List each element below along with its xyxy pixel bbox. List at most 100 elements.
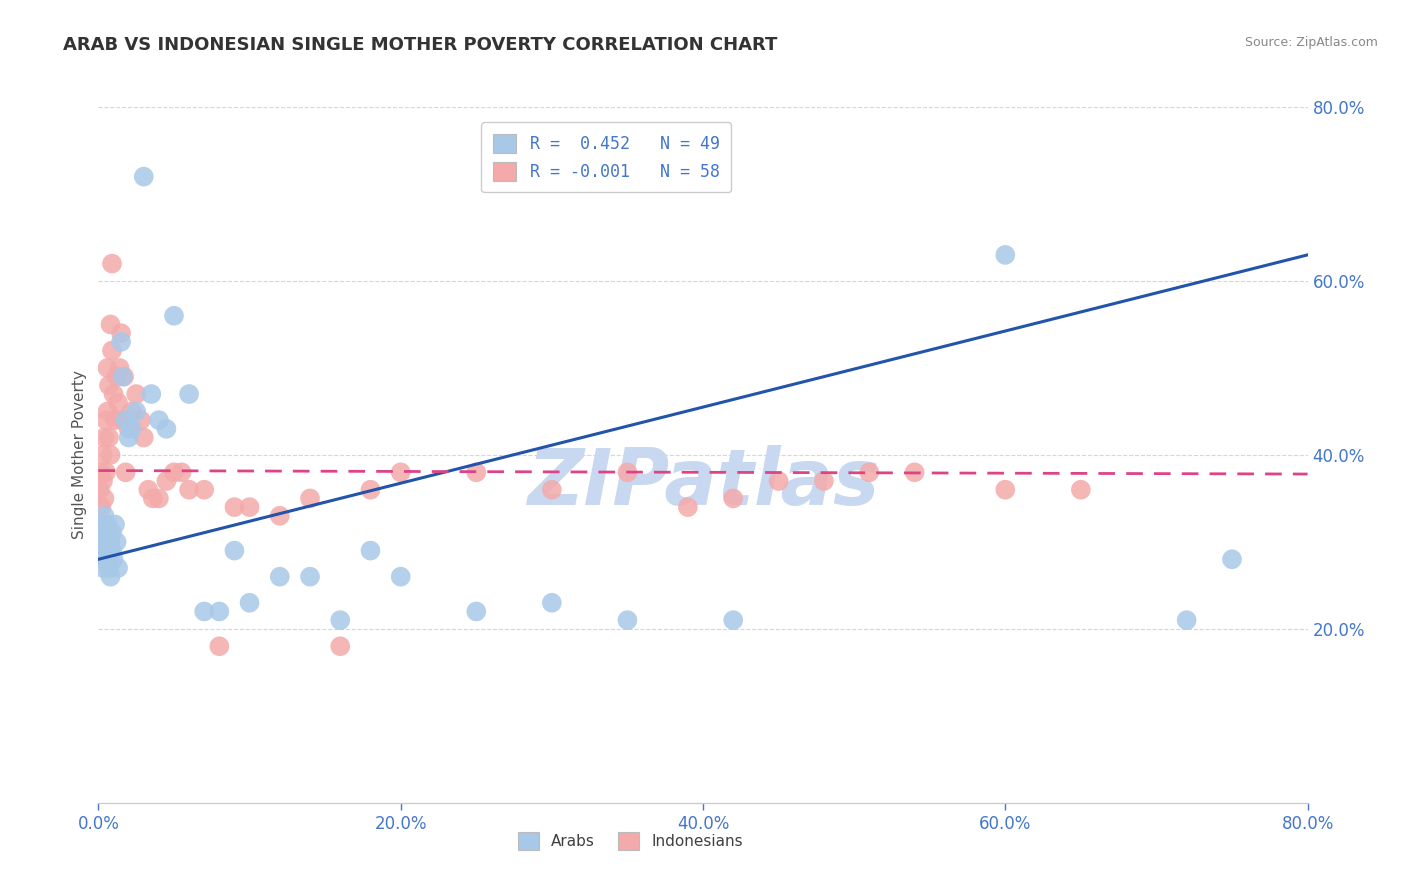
Point <box>163 309 186 323</box>
Point <box>208 605 231 619</box>
Point <box>96 360 118 375</box>
Point <box>616 613 638 627</box>
Text: Source: ZipAtlas.com: Source: ZipAtlas.com <box>1244 36 1378 49</box>
Point <box>136 483 159 497</box>
Text: ARAB VS INDONESIAN SINGLE MOTHER POVERTY CORRELATION CHART: ARAB VS INDONESIAN SINGLE MOTHER POVERTY… <box>63 36 778 54</box>
Point <box>93 430 115 444</box>
Point <box>93 552 115 566</box>
Legend: Arabs, Indonesians: Arabs, Indonesians <box>510 825 751 858</box>
Point <box>540 596 562 610</box>
Point <box>103 387 125 401</box>
Point <box>110 334 132 349</box>
Point <box>768 474 790 488</box>
Point <box>148 413 170 427</box>
Point <box>114 466 136 480</box>
Point <box>111 413 134 427</box>
Point <box>163 466 186 480</box>
Point <box>723 613 745 627</box>
Point <box>103 552 125 566</box>
Point <box>104 517 127 532</box>
Point <box>93 508 115 523</box>
Point <box>179 483 201 497</box>
Point <box>107 561 129 575</box>
Point <box>179 387 201 401</box>
Point <box>94 466 117 480</box>
Point <box>98 430 121 444</box>
Point <box>239 500 262 514</box>
Point <box>112 369 135 384</box>
Point <box>616 466 638 480</box>
Point <box>389 570 412 584</box>
Point <box>360 483 382 497</box>
Point <box>96 517 118 532</box>
Point <box>299 570 322 584</box>
Point <box>329 639 352 653</box>
Point <box>239 596 262 610</box>
Point <box>110 326 132 340</box>
Point <box>389 466 412 480</box>
Point <box>132 169 155 184</box>
Point <box>540 483 562 497</box>
Point <box>91 474 114 488</box>
Point <box>141 387 163 401</box>
Point <box>107 395 129 409</box>
Point <box>101 343 124 358</box>
Point <box>101 257 124 271</box>
Point <box>108 360 131 375</box>
Point <box>193 605 215 619</box>
Point <box>465 605 488 619</box>
Y-axis label: Single Mother Poverty: Single Mother Poverty <box>72 370 87 540</box>
Point <box>98 552 121 566</box>
Point <box>125 387 148 401</box>
Point <box>98 378 121 392</box>
Point <box>94 413 117 427</box>
Point <box>89 483 111 497</box>
Point <box>121 422 143 436</box>
Text: ZIPatlas: ZIPatlas <box>527 445 879 521</box>
Point <box>91 561 114 575</box>
Point <box>1220 552 1243 566</box>
Point <box>105 534 128 549</box>
Point <box>299 491 322 506</box>
Point <box>100 534 122 549</box>
Point <box>994 248 1017 262</box>
Point <box>269 508 291 523</box>
Point <box>96 534 118 549</box>
Point <box>148 491 170 506</box>
Point <box>994 483 1017 497</box>
Point <box>155 422 177 436</box>
Point <box>118 430 141 444</box>
Point <box>96 404 118 418</box>
Point <box>89 526 111 541</box>
Point <box>132 430 155 444</box>
Point <box>193 483 215 497</box>
Point <box>1070 483 1092 497</box>
Point <box>208 639 231 653</box>
Point <box>329 613 352 627</box>
Point <box>813 474 835 488</box>
Point <box>91 534 114 549</box>
Point <box>90 517 112 532</box>
Point <box>170 466 193 480</box>
Point <box>129 413 152 427</box>
Point <box>94 543 117 558</box>
Point <box>94 526 117 541</box>
Point <box>91 448 114 462</box>
Point <box>125 404 148 418</box>
Point <box>105 369 128 384</box>
Point <box>100 318 122 332</box>
Point <box>100 448 122 462</box>
Point <box>111 369 134 384</box>
Point <box>224 543 246 558</box>
Point <box>118 422 141 436</box>
Point <box>858 466 880 480</box>
Point <box>104 413 127 427</box>
Point <box>90 500 112 514</box>
Point <box>723 491 745 506</box>
Point <box>114 413 136 427</box>
Point <box>90 466 112 480</box>
Point <box>100 570 122 584</box>
Point <box>101 543 124 558</box>
Point <box>465 466 488 480</box>
Point <box>904 466 927 480</box>
